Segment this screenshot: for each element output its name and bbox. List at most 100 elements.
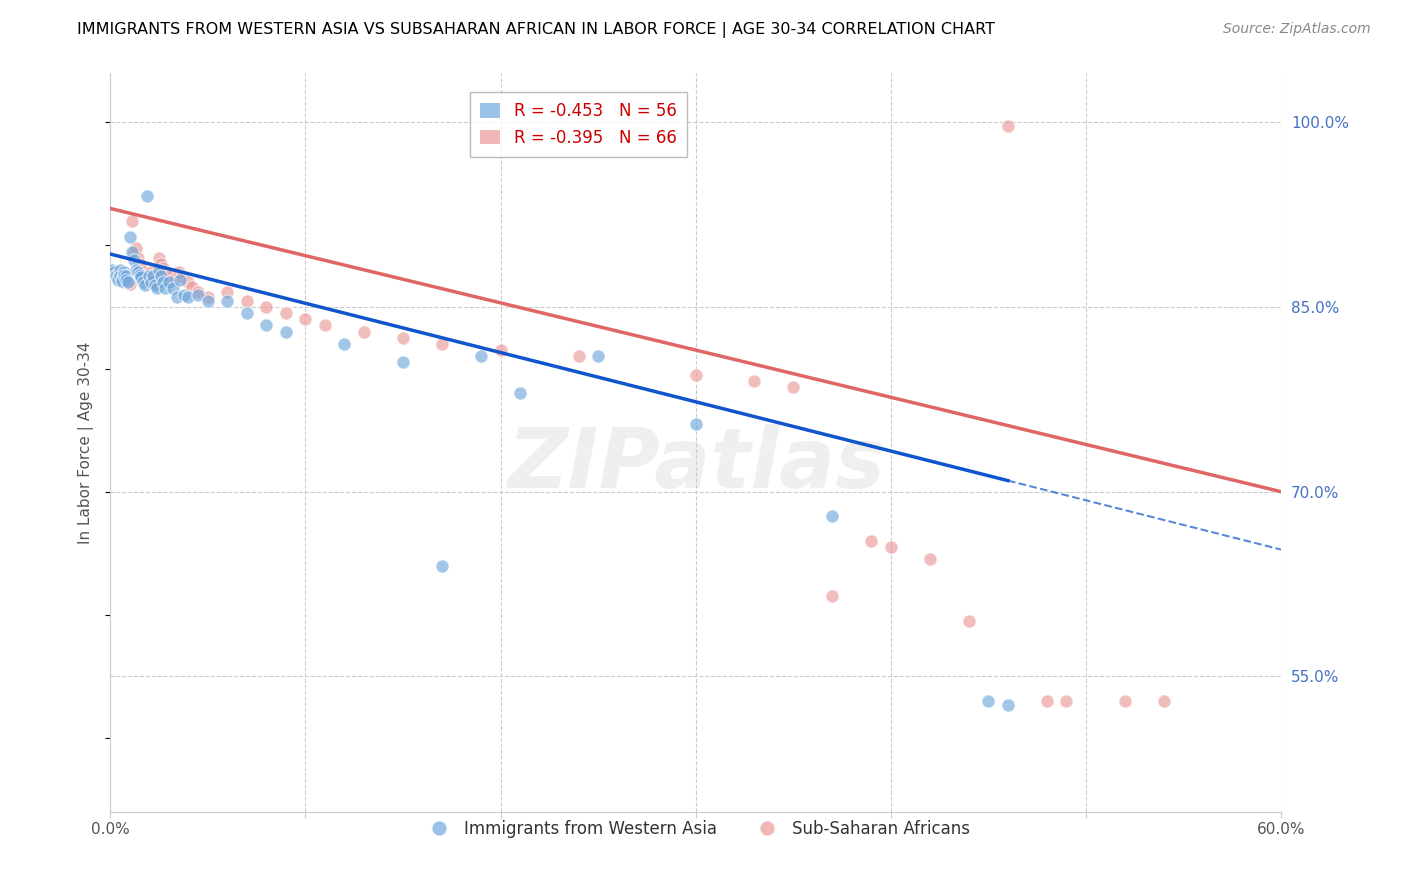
Point — [131, 260, 153, 275]
Point — [294, 312, 316, 326]
Point — [274, 306, 297, 320]
Point — [166, 290, 188, 304]
Point — [115, 273, 138, 287]
Point — [685, 368, 707, 382]
Point — [148, 251, 170, 265]
Point — [169, 273, 191, 287]
Point — [115, 269, 138, 284]
Point — [136, 189, 159, 203]
Point — [173, 287, 195, 301]
Point — [742, 374, 765, 388]
Point — [118, 277, 141, 291]
Point — [314, 318, 336, 333]
Point — [107, 270, 129, 285]
Point — [108, 269, 131, 284]
Point — [115, 271, 138, 285]
Point — [177, 276, 200, 290]
Point — [105, 268, 128, 282]
Point — [128, 268, 150, 282]
Point — [217, 285, 239, 300]
Point — [880, 540, 903, 554]
Point — [167, 265, 190, 279]
Point — [124, 241, 146, 255]
Point — [860, 533, 883, 548]
Point — [157, 269, 180, 284]
Point — [254, 318, 277, 333]
Point — [107, 268, 129, 282]
Point — [821, 509, 844, 524]
Point — [111, 271, 134, 285]
Point — [105, 269, 128, 284]
Point — [254, 300, 277, 314]
Point — [111, 274, 134, 288]
Point — [1153, 694, 1175, 708]
Y-axis label: In Labor Force | Age 30-34: In Labor Force | Age 30-34 — [79, 341, 94, 544]
Point — [146, 277, 169, 292]
Point — [143, 277, 166, 292]
Point — [132, 265, 155, 279]
Point — [274, 325, 297, 339]
Point — [138, 269, 160, 284]
Point — [1054, 694, 1077, 708]
Point — [236, 306, 259, 320]
Point — [105, 269, 128, 284]
Point — [197, 290, 219, 304]
Point — [997, 698, 1019, 712]
Point — [103, 265, 125, 279]
Point — [821, 590, 844, 604]
Point — [430, 558, 453, 573]
Point — [111, 270, 134, 285]
Point — [101, 263, 124, 277]
Point — [127, 251, 149, 265]
Point — [108, 265, 131, 279]
Point — [108, 273, 131, 287]
Point — [122, 253, 145, 268]
Point — [142, 269, 165, 284]
Point — [152, 260, 174, 275]
Point — [115, 269, 138, 284]
Point — [957, 614, 980, 628]
Point — [392, 331, 415, 345]
Point — [586, 349, 609, 363]
Point — [121, 213, 143, 227]
Point — [141, 265, 163, 279]
Point — [430, 337, 453, 351]
Point — [128, 257, 150, 271]
Point — [152, 276, 174, 290]
Point — [141, 276, 163, 290]
Point — [181, 280, 204, 294]
Point — [105, 267, 128, 281]
Point — [782, 380, 804, 394]
Point — [107, 270, 129, 285]
Point — [112, 273, 135, 287]
Point — [685, 417, 707, 431]
Point — [509, 386, 531, 401]
Point — [107, 273, 129, 287]
Point — [157, 276, 180, 290]
Point — [153, 281, 176, 295]
Point — [132, 276, 155, 290]
Point — [217, 293, 239, 308]
Point — [470, 349, 492, 363]
Point — [101, 263, 124, 277]
Point — [136, 271, 159, 285]
Text: ZIPatlas: ZIPatlas — [506, 424, 884, 505]
Point — [162, 273, 184, 287]
Point — [134, 277, 156, 292]
Point — [127, 265, 149, 279]
Point — [134, 268, 156, 282]
Point — [117, 276, 139, 290]
Point — [112, 265, 135, 279]
Point — [124, 263, 146, 277]
Point — [977, 694, 1000, 708]
Point — [353, 325, 375, 339]
Point — [111, 268, 134, 282]
Point — [121, 244, 143, 259]
Point — [146, 281, 169, 295]
Point — [177, 290, 200, 304]
Point — [117, 274, 139, 288]
Point — [162, 281, 184, 295]
Point — [138, 276, 160, 290]
Point — [997, 119, 1019, 133]
Point — [489, 343, 512, 357]
